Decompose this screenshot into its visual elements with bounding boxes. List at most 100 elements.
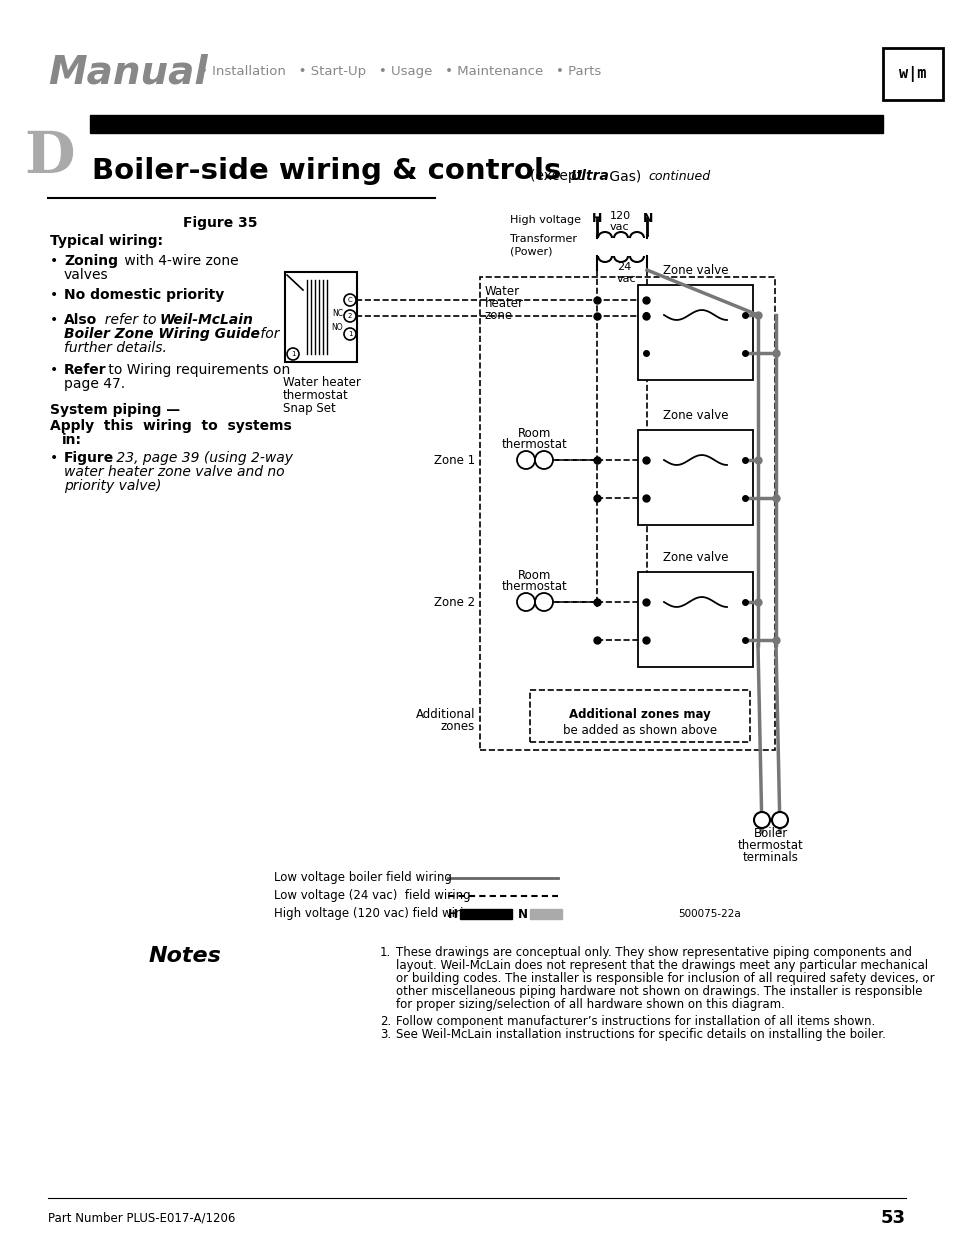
Text: w|m: w|m — [899, 65, 925, 82]
Text: 2: 2 — [348, 312, 352, 319]
Text: Notes: Notes — [149, 946, 221, 966]
Text: Low voltage boiler field wiring: Low voltage boiler field wiring — [274, 872, 452, 884]
Text: refer to: refer to — [96, 312, 165, 327]
Bar — [638, 285, 752, 380]
Bar — [285, 272, 356, 362]
Text: heater: heater — [484, 296, 523, 310]
Text: •: • — [50, 254, 58, 268]
Bar — [530, 909, 561, 919]
Text: other miscellaneous piping hardware not shown on drawings. The installer is resp: other miscellaneous piping hardware not … — [395, 986, 922, 998]
Text: Zoning: Zoning — [64, 254, 118, 268]
Text: zone: zone — [484, 309, 513, 322]
Text: Zone 2: Zone 2 — [434, 595, 475, 609]
Text: Ultra: Ultra — [569, 169, 608, 183]
Text: Zone valve: Zone valve — [662, 551, 727, 564]
Text: System piping —: System piping — — [50, 403, 180, 417]
Text: further details.: further details. — [64, 341, 167, 354]
Text: Figure: Figure — [64, 451, 114, 466]
Text: 2.: 2. — [379, 1015, 391, 1028]
Text: 23, page 39 (using 2-way: 23, page 39 (using 2-way — [112, 451, 293, 466]
Text: NO: NO — [331, 324, 342, 332]
Bar — [882, 48, 942, 100]
Text: Zone valve: Zone valve — [662, 264, 727, 277]
Text: D: D — [25, 128, 75, 185]
Text: Room: Room — [517, 569, 551, 582]
Circle shape — [753, 811, 769, 827]
Text: Weil-McLain: Weil-McLain — [160, 312, 253, 327]
Circle shape — [535, 593, 553, 611]
Text: • Installation   • Start-Up   • Usage   • Maintenance   • Parts: • Installation • Start-Up • Usage • Main… — [200, 65, 600, 79]
Text: 120: 120 — [609, 211, 631, 221]
Text: Zone valve: Zone valve — [662, 409, 727, 422]
Text: •: • — [50, 312, 58, 327]
Bar — [885, 51, 939, 98]
Text: Apply  this  wiring  to  systems: Apply this wiring to systems — [50, 419, 292, 433]
Text: for proper sizing/selection of all hardware shown on this diagram.: for proper sizing/selection of all hardw… — [395, 998, 784, 1011]
Text: Snap Set: Snap Set — [283, 403, 335, 415]
Text: thermostat: thermostat — [738, 839, 803, 852]
Text: These drawings are conceptual only. They show representative piping components a: These drawings are conceptual only. They… — [395, 946, 911, 960]
Text: Additional zones may: Additional zones may — [569, 708, 710, 721]
Text: H: H — [448, 908, 457, 920]
Text: H: H — [592, 211, 601, 225]
Text: priority valve): priority valve) — [64, 479, 161, 493]
Text: zones: zones — [440, 720, 475, 734]
Text: High voltage: High voltage — [510, 215, 580, 225]
Bar — [530, 690, 749, 742]
Circle shape — [344, 329, 355, 340]
Text: Zone 1: Zone 1 — [434, 453, 475, 467]
Text: water heater zone valve and no: water heater zone valve and no — [64, 466, 284, 479]
Text: Also: Also — [64, 312, 97, 327]
Text: 24: 24 — [617, 262, 631, 272]
Text: with 4-wire zone: with 4-wire zone — [120, 254, 238, 268]
Text: 53: 53 — [880, 1209, 905, 1228]
Text: for: for — [255, 327, 279, 341]
Text: Room: Room — [517, 427, 551, 440]
Text: Boiler-side wiring & controls: Boiler-side wiring & controls — [91, 157, 560, 185]
Text: Boiler Zone Wiring Guide: Boiler Zone Wiring Guide — [64, 327, 259, 341]
Text: Water heater: Water heater — [283, 375, 360, 389]
Text: 500075-22a: 500075-22a — [678, 909, 740, 919]
Text: No domestic priority: No domestic priority — [64, 288, 224, 303]
Circle shape — [517, 451, 535, 469]
Text: Transformer: Transformer — [510, 233, 577, 245]
Text: Manual: Manual — [48, 53, 208, 91]
Text: •: • — [50, 451, 58, 466]
Text: 1: 1 — [291, 351, 294, 357]
Text: 3.: 3. — [379, 1028, 391, 1041]
Text: thermostat: thermostat — [501, 438, 567, 451]
Text: NC: NC — [332, 310, 343, 319]
Text: thermostat: thermostat — [283, 389, 349, 403]
Text: N: N — [517, 908, 527, 920]
Text: 1: 1 — [348, 331, 352, 337]
Text: N: N — [642, 211, 653, 225]
Text: thermostat: thermostat — [501, 580, 567, 593]
Text: •: • — [50, 288, 58, 303]
Text: Figure 35: Figure 35 — [183, 216, 257, 230]
Text: terminals: terminals — [742, 851, 798, 864]
Text: or building codes. The installer is responsible for inclusion of all required sa: or building codes. The installer is resp… — [395, 972, 934, 986]
Text: Water: Water — [484, 285, 519, 298]
Bar — [459, 909, 512, 919]
Text: 1.: 1. — [379, 946, 391, 960]
Text: Typical wiring:: Typical wiring: — [50, 233, 163, 248]
Text: Part Number PLUS-E017-A/1206: Part Number PLUS-E017-A/1206 — [48, 1212, 235, 1224]
Bar — [479, 277, 774, 750]
Circle shape — [535, 451, 553, 469]
Text: Additional: Additional — [416, 708, 475, 721]
Text: to Wiring requirements on: to Wiring requirements on — [104, 363, 290, 377]
Circle shape — [771, 811, 787, 827]
Text: be added as shown above: be added as shown above — [562, 724, 717, 737]
Text: (Power): (Power) — [510, 246, 552, 256]
Text: layout. Weil-McLain does not represent that the drawings meet any particular mec: layout. Weil-McLain does not represent t… — [395, 960, 927, 972]
Text: continued: continued — [647, 170, 709, 183]
Text: in:: in: — [62, 433, 82, 447]
Circle shape — [344, 294, 355, 306]
Text: High voltage (120 vac) field wiring: High voltage (120 vac) field wiring — [274, 908, 477, 920]
Text: valves: valves — [64, 268, 109, 282]
Text: C: C — [347, 296, 352, 303]
Text: (except: (except — [530, 169, 586, 183]
Text: Gas): Gas) — [604, 169, 640, 183]
Circle shape — [287, 348, 298, 359]
Text: vac: vac — [609, 222, 629, 232]
